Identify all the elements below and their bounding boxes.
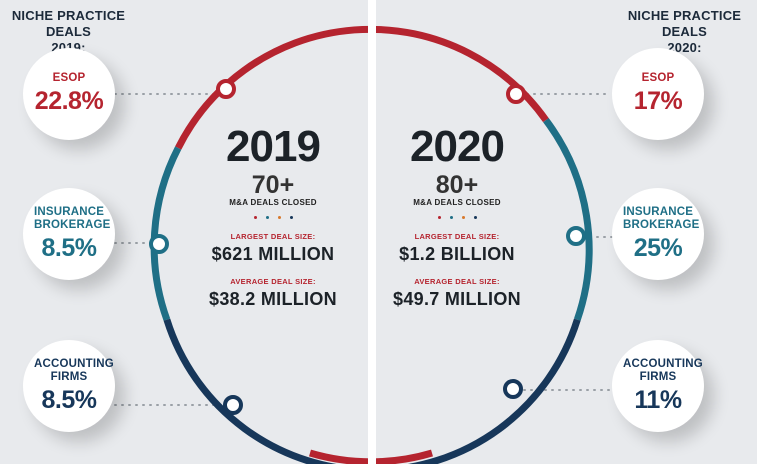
ring-arc-teal-left: [150, 146, 182, 321]
bubble-label: ACCOUNTING FIRMS: [34, 357, 114, 383]
average-deal-value: $49.7 MILLION: [393, 289, 521, 309]
bubble-left-insurance: INSURANCE BROKERAGE 8.5%: [23, 188, 115, 280]
node-left-esop: [216, 79, 236, 99]
dot-teal: [449, 216, 453, 219]
node-right-insurance: [566, 226, 586, 246]
year-2019: 2019: [226, 122, 321, 171]
color-dots: [377, 216, 537, 222]
ring-divider: [368, 0, 376, 464]
average-deal-label: AVERAGE DEAL SIZE:: [414, 277, 500, 286]
bubble-right-insurance: INSURANCE BROKERAGE 25%: [612, 188, 704, 280]
bubble-value: 8.5%: [41, 385, 97, 414]
bubble-label: ESOP: [52, 72, 86, 84]
ring-arc-teal-right: [543, 117, 593, 321]
year-2020: 2020: [410, 122, 505, 171]
bubble-label: INSURANCE BROKERAGE: [623, 205, 700, 231]
bubble-right-accounting: ACCOUNTING FIRMS 11%: [612, 340, 704, 432]
dot-navy: [289, 216, 293, 219]
bubble-right-esop: ESOP 17%: [612, 48, 704, 140]
color-dots: [193, 216, 353, 222]
node-right-accounting: [503, 379, 523, 399]
bubble-value: 22.8%: [34, 87, 104, 115]
average-deal-value: $38.2 MILLION: [209, 289, 337, 309]
dot-teal: [265, 216, 269, 219]
bubble-value: 17%: [633, 87, 683, 115]
center-right-stats: 2020 80+ M&A DEALS CLOSED LARGEST DEAL S…: [377, 124, 537, 310]
bubble-value: 11%: [634, 385, 682, 414]
right-header: NICHE PRACTICE DEALS 2020:: [627, 8, 742, 55]
largest-deal-label: LARGEST DEAL SIZE:: [230, 232, 316, 241]
deal-count-caption: M&A DEALS CLOSED: [229, 198, 317, 207]
bubble-label: ACCOUNTING FIRMS: [623, 357, 703, 383]
bubble-label: ESOP: [641, 72, 675, 84]
ring-arc-navy: [163, 318, 581, 464]
bubble-left-esop: ESOP 22.8%: [23, 48, 115, 140]
average-deal-label: AVERAGE DEAL SIZE:: [230, 277, 316, 286]
deal-count: 80+: [435, 171, 479, 199]
bubble-left-accounting: ACCOUNTING FIRMS 8.5%: [23, 340, 115, 432]
dot-orange: [461, 216, 465, 219]
largest-deal-label: LARGEST DEAL SIZE:: [414, 232, 500, 241]
node-left-accounting: [223, 395, 243, 415]
bubble-value: 25%: [633, 233, 683, 262]
ring-arc-red: [175, 25, 549, 150]
largest-deal-value: $621 MILLION: [211, 244, 335, 264]
bubble-label: INSURANCE BROKERAGE: [34, 205, 111, 231]
node-left-insurance: [149, 234, 169, 254]
dot-navy: [473, 216, 477, 219]
node-right-esop: [506, 84, 526, 104]
dot-red: [437, 216, 441, 219]
deal-count-caption: M&A DEALS CLOSED: [413, 198, 501, 207]
dot-red: [253, 216, 257, 219]
dot-orange: [277, 216, 281, 219]
largest-deal-value: $1.2 BILLION: [399, 244, 515, 264]
bubble-value: 8.5%: [41, 233, 97, 262]
center-left-stats: 2019 70+ M&A DEALS CLOSED LARGEST DEAL S…: [193, 124, 353, 310]
deal-count: 70+: [251, 171, 295, 199]
